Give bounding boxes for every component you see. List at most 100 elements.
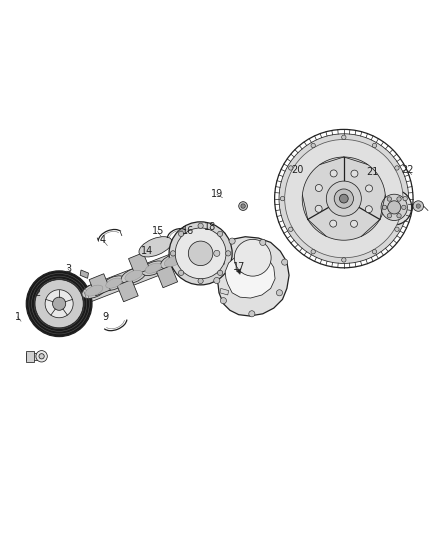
Circle shape	[342, 258, 346, 262]
Circle shape	[280, 197, 285, 201]
Circle shape	[188, 241, 213, 265]
Ellipse shape	[142, 261, 165, 276]
Polygon shape	[117, 280, 138, 302]
Ellipse shape	[85, 285, 103, 296]
Circle shape	[241, 204, 245, 208]
Circle shape	[239, 201, 247, 211]
Polygon shape	[217, 259, 225, 264]
Ellipse shape	[184, 249, 201, 260]
Circle shape	[279, 134, 409, 263]
Circle shape	[214, 278, 220, 284]
Text: 18: 18	[204, 222, 216, 232]
Circle shape	[311, 143, 315, 148]
Circle shape	[178, 270, 184, 276]
Text: 20: 20	[292, 165, 304, 175]
Circle shape	[342, 135, 346, 140]
Text: 1: 1	[14, 312, 21, 322]
Ellipse shape	[145, 263, 162, 273]
Text: 14: 14	[141, 246, 153, 256]
Circle shape	[315, 184, 322, 191]
Ellipse shape	[181, 247, 204, 262]
Circle shape	[350, 220, 357, 227]
Circle shape	[249, 311, 255, 317]
Polygon shape	[237, 269, 241, 274]
Circle shape	[395, 227, 399, 231]
Circle shape	[198, 223, 203, 229]
Text: 3: 3	[65, 264, 71, 273]
Ellipse shape	[82, 283, 106, 298]
Circle shape	[326, 181, 361, 216]
Circle shape	[402, 205, 406, 209]
Circle shape	[387, 214, 392, 218]
Circle shape	[260, 239, 266, 246]
Circle shape	[229, 238, 235, 244]
Circle shape	[26, 271, 92, 336]
Circle shape	[311, 249, 315, 254]
Circle shape	[372, 143, 377, 148]
Circle shape	[388, 201, 401, 214]
Circle shape	[289, 227, 293, 231]
Polygon shape	[196, 252, 217, 274]
Circle shape	[330, 170, 337, 177]
Ellipse shape	[102, 276, 125, 290]
Circle shape	[365, 185, 372, 192]
Circle shape	[39, 354, 44, 359]
Circle shape	[365, 206, 372, 213]
Polygon shape	[26, 353, 42, 360]
Polygon shape	[128, 253, 150, 275]
Ellipse shape	[121, 268, 146, 284]
Circle shape	[351, 170, 358, 177]
Circle shape	[339, 194, 348, 203]
Circle shape	[377, 190, 412, 225]
Polygon shape	[80, 270, 88, 278]
Circle shape	[226, 251, 231, 256]
Circle shape	[403, 197, 407, 201]
Circle shape	[381, 194, 407, 221]
Circle shape	[285, 140, 403, 258]
Circle shape	[169, 222, 232, 285]
Polygon shape	[225, 253, 275, 298]
Circle shape	[289, 166, 293, 170]
Circle shape	[36, 351, 47, 362]
Text: 17: 17	[233, 262, 245, 271]
Circle shape	[53, 297, 66, 310]
Circle shape	[282, 259, 288, 265]
Text: 4: 4	[100, 235, 106, 245]
Circle shape	[234, 239, 271, 276]
Circle shape	[395, 166, 399, 170]
Circle shape	[170, 251, 176, 256]
Polygon shape	[89, 274, 110, 296]
Circle shape	[382, 205, 387, 209]
Circle shape	[416, 204, 420, 208]
Text: 19: 19	[211, 189, 223, 199]
Circle shape	[35, 280, 83, 328]
Text: 15: 15	[152, 227, 164, 237]
Text: 9: 9	[102, 312, 108, 322]
Polygon shape	[26, 351, 34, 362]
Circle shape	[334, 189, 353, 208]
Circle shape	[302, 157, 385, 240]
Circle shape	[198, 278, 203, 284]
Ellipse shape	[164, 256, 182, 266]
Circle shape	[413, 201, 424, 211]
Circle shape	[175, 228, 226, 279]
Circle shape	[276, 290, 283, 296]
Ellipse shape	[200, 239, 225, 255]
Circle shape	[372, 249, 377, 254]
Polygon shape	[168, 239, 189, 261]
Ellipse shape	[204, 242, 221, 253]
Circle shape	[330, 220, 337, 227]
Circle shape	[214, 251, 220, 256]
Circle shape	[397, 214, 401, 218]
Polygon shape	[156, 265, 178, 288]
Ellipse shape	[161, 253, 185, 269]
Text: 22: 22	[401, 165, 413, 175]
Text: 21: 21	[366, 167, 378, 177]
Circle shape	[397, 197, 401, 201]
Circle shape	[45, 290, 73, 318]
Text: 2: 2	[34, 288, 40, 298]
Circle shape	[218, 231, 223, 237]
Circle shape	[218, 270, 223, 276]
Ellipse shape	[106, 278, 122, 288]
Circle shape	[387, 197, 392, 201]
